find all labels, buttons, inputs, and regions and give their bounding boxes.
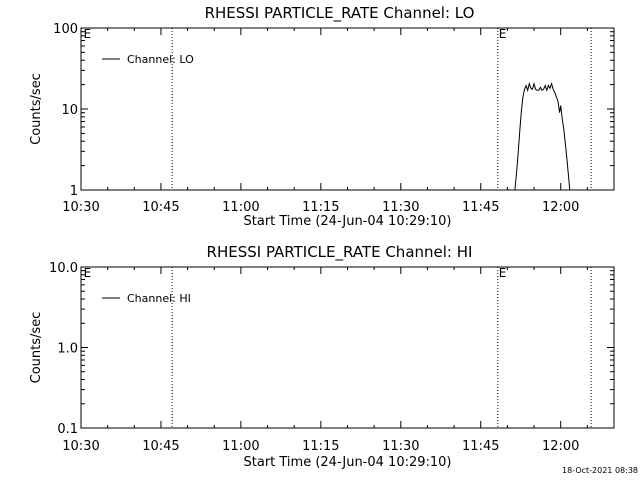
event-marker-label: E	[499, 27, 507, 41]
timestamp-stamp: 18-Oct-2021 08:38	[562, 466, 638, 475]
x-tick-label: 10:30	[62, 200, 99, 215]
y-axis-label: Counts/sec	[29, 73, 44, 145]
x-tick-label: 12:00	[542, 439, 579, 454]
y-tick-label: 10	[61, 103, 78, 118]
chart-title: RHESSI PARTICLE_RATE Channel: LO	[205, 4, 475, 23]
chart-panel-0: RHESSI PARTICLE_RATE Channel: LO 10:30 10:…	[29, 4, 615, 229]
y-axis-label: Counts/sec	[29, 312, 44, 384]
chart-title: RHESSI PARTICLE_RATE Channel: HI	[207, 243, 473, 262]
series-line	[514, 81, 571, 191]
x-tick-label: 10:45	[142, 200, 179, 215]
event-marker-label: E	[84, 266, 92, 280]
chart-panel-1: RHESSI PARTICLE_RATE Channel: HI 10:30 10:…	[29, 243, 615, 470]
legend-label: Channel: LO	[127, 53, 194, 66]
x-tick-label: 10:45	[142, 439, 179, 454]
x-tick-label: 11:45	[462, 200, 499, 215]
y-tick-label: 100	[53, 22, 78, 37]
y-tick-label: 1.0	[57, 342, 78, 357]
x-tick-label: 11:45	[462, 439, 499, 454]
x-tick-label: 11:15	[302, 439, 339, 454]
x-tick-label: 11:30	[382, 200, 419, 215]
x-axis-label: Start Time (24-Jun-04 10:29:10)	[244, 214, 452, 229]
x-tick-label: 11:15	[302, 200, 339, 215]
x-axis-label: Start Time (24-Jun-04 10:29:10)	[244, 455, 452, 470]
x-tick-label: 10:30	[62, 439, 99, 454]
legend-label: Channel: HI	[127, 292, 191, 305]
x-tick-label: 11:00	[222, 200, 259, 215]
y-tick-label: 10.0	[49, 261, 78, 276]
y-tick-label: 0.1	[57, 422, 78, 437]
x-tick-label: 11:30	[382, 439, 419, 454]
timestamp-text: 18-Oct-2021 08:38	[562, 466, 638, 475]
event-marker-label: E	[499, 266, 507, 280]
y-tick-label: 1	[70, 184, 78, 199]
event-marker-label: E	[84, 27, 92, 41]
x-tick-label: 12:00	[542, 200, 579, 215]
x-tick-label: 11:00	[222, 439, 259, 454]
